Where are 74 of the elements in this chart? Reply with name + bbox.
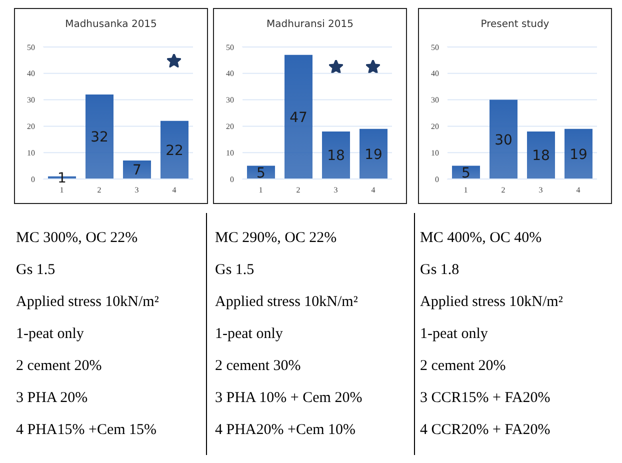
y-tick-label: 50 <box>226 42 234 52</box>
text: Applied stress 10kN/m² <box>16 293 160 312</box>
text: 2 cement 20% <box>16 357 103 376</box>
bar <box>527 131 555 179</box>
data-label: 18 <box>327 148 345 164</box>
y-tick-label: 30 <box>431 96 439 105</box>
x-tick-label: 3 <box>538 186 543 195</box>
text: MC 300%, OC 22% <box>16 229 139 248</box>
y-tick-label: 0 <box>31 174 35 184</box>
y-tick-label: 0 <box>230 174 234 184</box>
bar <box>322 131 350 179</box>
data-label: 5 <box>256 165 266 182</box>
x-tick-label: 4 <box>576 186 580 195</box>
data-label: 22 <box>166 142 184 159</box>
x-tick-label: 2 <box>97 186 102 195</box>
y-tick-label: 40 <box>226 69 234 78</box>
data-label: 47 <box>290 110 308 126</box>
data-label: 32 <box>90 130 108 146</box>
data-label: 19 <box>364 146 382 163</box>
y-tick-label: 40 <box>431 69 439 78</box>
text: 4 CCR20% + FA20% <box>420 421 552 440</box>
data-label: 5 <box>462 165 470 182</box>
text: 4 PHA15% +Cem 15% <box>16 421 158 440</box>
text: Applied stress 10kN/m² <box>215 293 359 312</box>
x-tick-label: 3 <box>134 186 139 195</box>
y-tick-label: 10 <box>226 148 234 158</box>
y-tick-label: 20 <box>226 122 234 132</box>
data-label: 19 <box>570 146 588 163</box>
text: MC 400%, OC 40% <box>420 229 543 248</box>
bar <box>564 128 592 179</box>
text: 1-peat only <box>420 325 489 344</box>
text: Applied stress 10kN/m² <box>420 293 564 312</box>
data-label: 18 <box>532 148 550 164</box>
chart-title: Madhusanka 2015 <box>64 19 158 30</box>
y-tick-label: 0 <box>435 174 439 184</box>
text: Gs 1.8 <box>420 261 460 280</box>
chart-title: Madhuransi 2015 <box>266 19 354 30</box>
bar <box>284 54 312 179</box>
text: 4 PHA20% +Cem 10% <box>215 421 357 440</box>
x-tick-label: 1 <box>464 186 468 195</box>
data-label: 30 <box>494 132 512 148</box>
y-tick-label: 20 <box>431 122 439 132</box>
text: Gs 1.5 <box>215 261 256 280</box>
x-tick-label: 1 <box>258 186 263 195</box>
text: 2 cement 20% <box>420 357 507 376</box>
text: 2 cement 30% <box>215 357 302 376</box>
x-tick-label: 3 <box>334 186 338 195</box>
x-tick-label: 1 <box>60 186 64 195</box>
text: 1-peat only <box>16 325 85 344</box>
text: 3 PHA 10% + Cem 20% <box>215 389 364 408</box>
text: Gs 1.5 <box>16 261 56 280</box>
x-tick-label: 4 <box>172 186 176 195</box>
y-tick-label: 50 <box>431 42 439 52</box>
bar <box>360 128 388 179</box>
y-tick-label: 10 <box>431 148 439 158</box>
y-tick-label: 10 <box>27 148 35 158</box>
bar <box>490 100 518 179</box>
bar <box>160 120 188 179</box>
y-tick-label: 30 <box>27 96 35 105</box>
y-tick-label: 50 <box>27 42 35 52</box>
data-label: 7 <box>132 162 142 179</box>
text: 3 PHA 20% <box>16 389 89 408</box>
x-tick-label: 4 <box>371 186 376 195</box>
y-tick-label: 40 <box>27 69 35 78</box>
bar <box>123 160 151 179</box>
y-tick-label: 30 <box>226 96 234 105</box>
x-tick-label: 2 <box>501 186 506 195</box>
x-tick-label: 2 <box>296 186 300 195</box>
bar <box>86 94 114 179</box>
text: MC 290%, OC 22% <box>215 229 338 248</box>
chart-title: Present study <box>480 19 550 30</box>
text: 1-peat only <box>215 325 284 344</box>
text: 3 CCR15% + FA20% <box>420 389 552 408</box>
y-tick-label: 20 <box>27 122 35 132</box>
